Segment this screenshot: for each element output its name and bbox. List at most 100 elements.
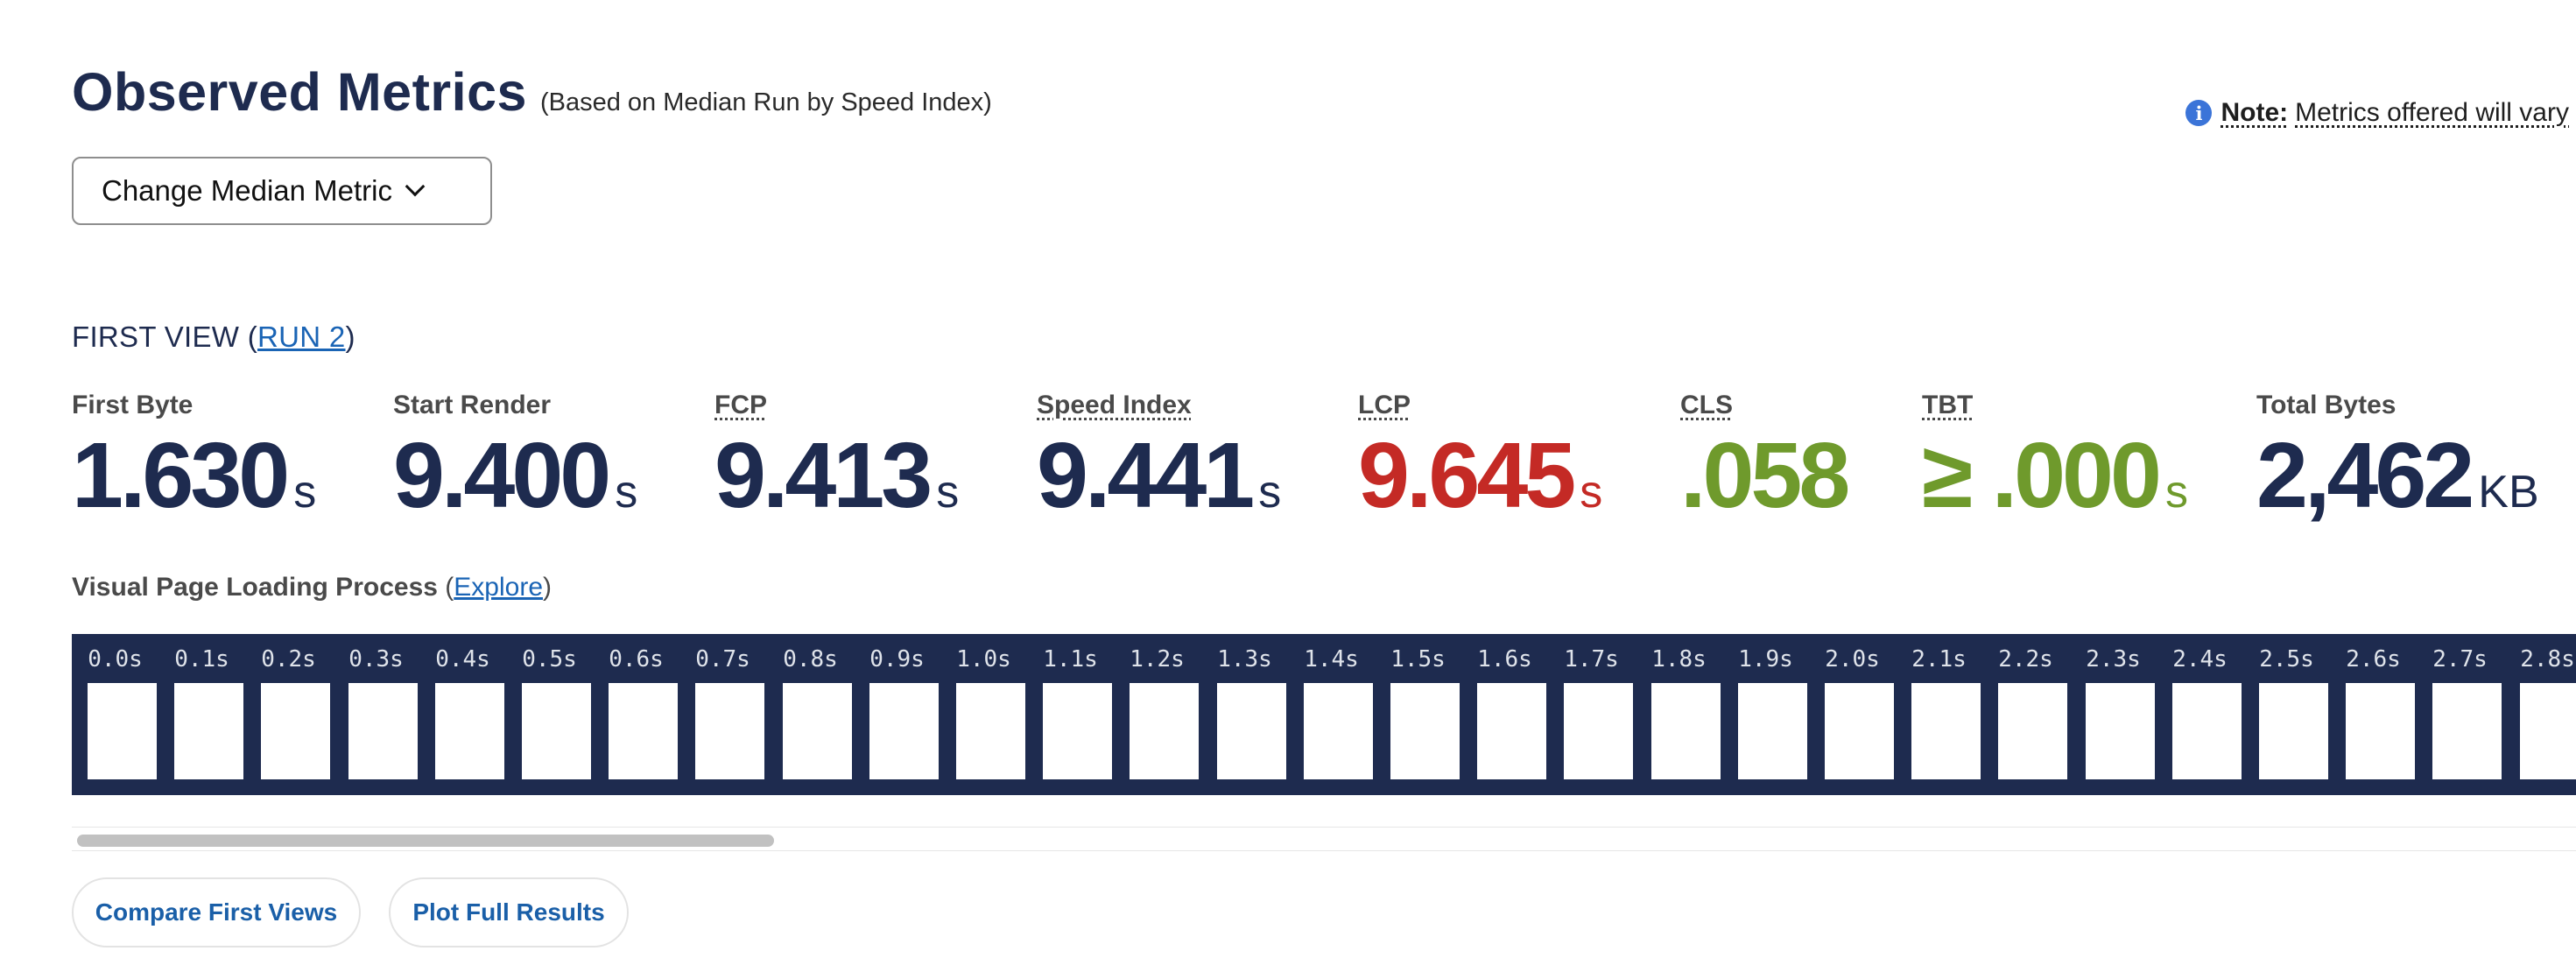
frame-thumbnail[interactable] (1304, 683, 1373, 779)
run-2-link[interactable]: RUN 2 (257, 321, 346, 353)
filmstrip-frame[interactable]: 2.8s (2504, 634, 2576, 795)
plot-full-results-button[interactable]: Plot Full Results (389, 877, 629, 947)
scrollbar-thumb[interactable] (77, 835, 774, 847)
frame-time-label: 1.8s (1651, 646, 1707, 673)
frame-time-label: 1.5s (1390, 646, 1446, 673)
filmstrip-frame[interactable]: 0.0s (72, 634, 158, 795)
frame-thumbnail[interactable] (348, 683, 418, 779)
metric-label[interactable]: TBT (1922, 391, 1974, 419)
frame-time-label: 2.6s (2346, 646, 2401, 673)
filmstrip-frame[interactable]: 2.7s (2417, 634, 2503, 795)
frame-time-label: 0.3s (348, 646, 404, 673)
metric-label[interactable]: FCP (714, 391, 767, 419)
metric-unit: s (293, 467, 317, 518)
frame-thumbnail[interactable] (2432, 683, 2502, 779)
filmstrip-frame[interactable]: 2.2s (1982, 634, 2069, 795)
frame-thumbnail[interactable] (2259, 683, 2328, 779)
frame-thumbnail[interactable] (2346, 683, 2415, 779)
frame-thumbnail[interactable] (2086, 683, 2155, 779)
frame-thumbnail[interactable] (1738, 683, 1807, 779)
frame-time-label: 2.5s (2259, 646, 2314, 673)
filmstrip-frame[interactable]: 2.6s (2330, 634, 2417, 795)
filmstrip-frame[interactable]: 0.3s (333, 634, 419, 795)
filmstrip-frame[interactable]: 1.8s (1636, 634, 1722, 795)
frame-time-label: 1.9s (1738, 646, 1793, 673)
change-median-metric-button[interactable]: Change Median Metric (72, 157, 492, 225)
filmstrip-frame[interactable]: 2.4s (2157, 634, 2243, 795)
metric-value: 9.413 s (714, 427, 959, 552)
metric-fcp: FCP 9.413 s (714, 391, 959, 552)
frame-thumbnail[interactable] (695, 683, 764, 779)
filmstrip-frame[interactable]: 2.5s (2243, 634, 2330, 795)
filmstrip-frame[interactable]: 0.1s (158, 634, 245, 795)
frame-time-label: 2.7s (2432, 646, 2488, 673)
filmstrip-frame[interactable]: 1.3s (1201, 634, 1288, 795)
metric-number: 9.441 (1037, 424, 1255, 527)
frame-thumbnail[interactable] (1911, 683, 1981, 779)
filmstrip-frame[interactable]: 1.9s (1722, 634, 1809, 795)
metric-unit: s (1258, 467, 1282, 518)
filmstrip-frame[interactable]: 1.2s (1114, 634, 1200, 795)
frame-thumbnail[interactable] (609, 683, 678, 779)
frame-thumbnail[interactable] (522, 683, 591, 779)
explore-link[interactable]: Explore (454, 573, 543, 602)
metric-value: 1.630 s (72, 427, 316, 552)
frame-thumbnail[interactable] (1043, 683, 1112, 779)
frame-thumbnail[interactable] (956, 683, 1025, 779)
frame-thumbnail[interactable] (435, 683, 504, 779)
frame-thumbnail[interactable] (783, 683, 852, 779)
metric-total-bytes: Total Bytes 2,462 KB (2256, 391, 2539, 552)
filmstrip-frame[interactable]: 0.9s (854, 634, 940, 795)
metric-label[interactable]: Speed Index (1037, 391, 1192, 419)
frame-time-label: 1.4s (1304, 646, 1359, 673)
filmstrip-frame[interactable]: 0.8s (767, 634, 854, 795)
frame-time-label: 2.0s (1825, 646, 1880, 673)
filmstrip-frame[interactable]: 0.2s (245, 634, 332, 795)
filmstrip-frame[interactable]: 0.7s (679, 634, 766, 795)
metric-label[interactable]: CLS (1680, 391, 1733, 419)
frame-thumbnail[interactable] (2520, 683, 2576, 779)
filmstrip-frame[interactable]: 0.5s (506, 634, 593, 795)
frame-thumbnail[interactable] (1390, 683, 1460, 779)
metric-number: ≥ .000 (1922, 424, 2162, 527)
frame-time-label: 0.5s (522, 646, 577, 673)
filmstrip-frame[interactable]: 2.1s (1896, 634, 1982, 795)
title-row: Observed Metrics (Based on Median Run by… (72, 61, 992, 123)
frame-thumbnail[interactable] (1998, 683, 2067, 779)
filmstrip-frame[interactable]: 1.0s (940, 634, 1027, 795)
metric-number: .058 (1680, 424, 1850, 527)
filmstrip-heading: Visual Page Loading Process (Explore) (72, 573, 552, 602)
filmstrip-frame[interactable]: 1.4s (1288, 634, 1375, 795)
frame-thumbnail[interactable] (88, 683, 157, 779)
frame-thumbnail[interactable] (2172, 683, 2242, 779)
filmstrip-scrollbar[interactable] (72, 827, 2576, 851)
metric-number: 9.400 (393, 424, 611, 527)
filmstrip-frame[interactable]: 0.4s (419, 634, 506, 795)
metric-value: 2,462 KB (2256, 427, 2539, 552)
frame-thumbnail[interactable] (174, 683, 243, 779)
metric-value: ≥ .000 s (1922, 427, 2188, 552)
metric-first-byte: First Byte 1.630 s (72, 391, 316, 552)
metric-value: 9.441 s (1037, 427, 1281, 552)
filmstrip-frame[interactable]: 1.1s (1027, 634, 1114, 795)
filmstrip-frame[interactable]: 1.5s (1375, 634, 1461, 795)
frame-thumbnail[interactable] (1651, 683, 1721, 779)
frame-thumbnail[interactable] (261, 683, 330, 779)
compare-first-views-button[interactable]: Compare First Views (72, 877, 361, 947)
metric-label[interactable]: LCP (1358, 391, 1411, 419)
filmstrip[interactable]: 0.0s 0.1s 0.2s 0.3s 0.4s 0.5s 0.6s 0.7s 0.8s 0.9s… (72, 634, 2576, 795)
frame-thumbnail[interactable] (1825, 683, 1894, 779)
frame-time-label: 0.2s (261, 646, 316, 673)
filmstrip-frame[interactable]: 1.6s (1461, 634, 1548, 795)
frame-thumbnail[interactable] (1477, 683, 1546, 779)
metrics-note[interactable]: i Note: Metrics offered will vary (2185, 98, 2569, 128)
frame-thumbnail[interactable] (1217, 683, 1286, 779)
filmstrip-frame[interactable]: 0.6s (593, 634, 679, 795)
metric-cls: CLS .058 (1680, 391, 1850, 552)
filmstrip-frame[interactable]: 1.7s (1548, 634, 1635, 795)
filmstrip-frame[interactable]: 2.0s (1809, 634, 1896, 795)
frame-thumbnail[interactable] (1130, 683, 1199, 779)
frame-thumbnail[interactable] (1564, 683, 1633, 779)
frame-thumbnail[interactable] (869, 683, 939, 779)
filmstrip-frame[interactable]: 2.3s (2070, 634, 2157, 795)
